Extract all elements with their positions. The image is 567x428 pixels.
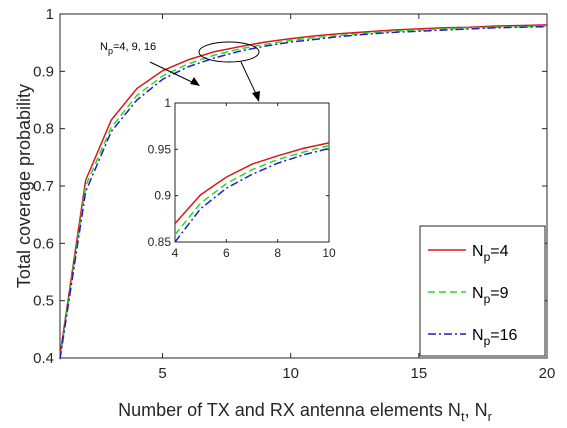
y-tick-label: 0.8 — [33, 121, 54, 138]
series-line-3 — [59, 25, 548, 360]
main-series — [59, 24, 548, 360]
y-tick-label: 0.4 — [33, 350, 54, 367]
y-axis-label: Total coverage probability — [14, 84, 34, 288]
legend: Np=4 Np=9 Np=16 — [419, 225, 546, 357]
zoom-arrow-head — [252, 91, 260, 102]
x-tick-label: 10 — [282, 365, 299, 382]
annotation-sub: p — [108, 46, 113, 56]
inset-series — [174, 142, 330, 243]
inset-x-tick-label: 10 — [322, 246, 336, 260]
inset-plot-area — [174, 102, 330, 243]
legend-label-3: Np=16 — [472, 327, 517, 348]
x-axis-label-sub-r: r — [488, 409, 493, 424]
inset-x-tick-label: 8 — [274, 246, 281, 260]
x-tick-label: 5 — [158, 365, 166, 382]
x-tick-label: 20 — [539, 365, 556, 382]
x-axis-label-sub-t: t — [461, 409, 465, 424]
x-axis-label-main: Number of TX and RX antenna elements N — [118, 400, 461, 420]
annotation-prefix: N — [100, 41, 108, 53]
inset-ticks: 4 6 8 10 0.85 0.9 0.95 1 — [148, 96, 336, 260]
annotation-arrow-head — [190, 77, 200, 86]
y-tick-label: 1 — [46, 6, 54, 23]
zoom-arrow-line — [240, 61, 258, 97]
zoom-ellipse — [198, 41, 260, 63]
inset-y-tick-label: 0.9 — [154, 189, 171, 203]
x-axis-label: Number of TX and RX antenna elements Nt,… — [118, 400, 493, 424]
y-tick-label: 0.9 — [33, 63, 54, 80]
legend-label-2: Np=9 — [472, 285, 509, 306]
inset-y-tick-label: 0.85 — [148, 235, 172, 249]
legend-label-1: Np=4 — [472, 243, 509, 264]
inset-series-line-2 — [174, 144, 330, 236]
y-tick-label: 0.7 — [33, 178, 54, 195]
legend-items: Np=4 Np=9 Np=16 — [428, 243, 517, 348]
inset-x-tick-label: 6 — [223, 246, 230, 260]
x-axis-label-mid: , N — [465, 400, 488, 420]
inset-series-line-1 — [174, 142, 330, 224]
x-tick-label: 15 — [410, 365, 427, 382]
y-tick-label: 0.6 — [33, 235, 54, 252]
inset-y-tick-label: 1 — [164, 96, 171, 110]
inset-x-tick-label: 4 — [172, 246, 179, 260]
annotation-text: Np=4, 9, 16 — [100, 41, 156, 56]
annotation-arrow-line — [149, 61, 197, 85]
series-line-2 — [59, 25, 548, 359]
y-tick-label: 0.5 — [33, 293, 54, 310]
inset-y-tick-label: 0.95 — [148, 142, 172, 156]
annotation-suffix: =4, 9, 16 — [113, 41, 156, 53]
